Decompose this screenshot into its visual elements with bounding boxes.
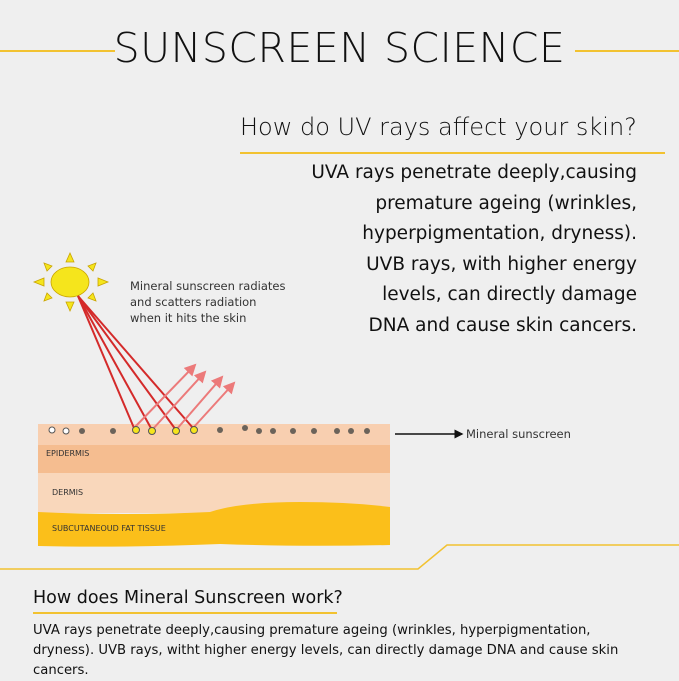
- divider-line: [0, 544, 679, 570]
- text-line: levels, can directly damage: [382, 284, 637, 305]
- title-rule-left: [0, 50, 115, 52]
- epidermis-layer: [38, 445, 390, 474]
- section2-heading: How does Mineral Sunscreen work?: [33, 588, 343, 608]
- pointer-label: Mineral sunscreen: [466, 427, 571, 441]
- surface-layer: [38, 424, 390, 446]
- section2-underline: [33, 612, 337, 614]
- text-line: UVA rays penetrate deeply,causing: [311, 162, 637, 183]
- text-line: UVA rays penetrate deeply,causing premat…: [33, 623, 591, 638]
- section1-heading: How do UV rays affect your skin?: [240, 113, 637, 141]
- skin-layers: [38, 424, 390, 547]
- caption-line: when it hits the skin: [130, 311, 246, 325]
- fat-layer: [38, 502, 390, 547]
- page-title: SUNSCREEN SCIENCE: [113, 24, 566, 72]
- text-line: premature ageing (wrinkles,: [375, 192, 637, 214]
- caption-line: and scatters radiation: [130, 295, 256, 309]
- caption-line: Mineral sunscreen radiates: [130, 279, 285, 293]
- epidermis-label: EPIDERMIS: [46, 449, 89, 458]
- text-line: UVB rays, with higher energy: [366, 253, 637, 275]
- reflected-rays: [133, 363, 236, 431]
- rays: [77, 295, 194, 431]
- section2-text: UVA rays penetrate deeply,causing premat…: [33, 621, 673, 681]
- sun-icon: [32, 252, 110, 312]
- text-line: dryness). UVB rays, witht higher energy …: [33, 643, 619, 678]
- title-rule-right: [575, 50, 679, 52]
- text-line: hyperpigmentation, dryness).: [362, 223, 637, 244]
- dermis-label: DERMIS: [52, 488, 83, 497]
- section1-text: UVA rays penetrate deeply,causing premat…: [237, 158, 637, 341]
- text-line: DNA and cause skin cancers.: [368, 314, 637, 336]
- fat-label: SUBCUTANEOUD FAT TISSUE: [52, 524, 166, 533]
- section1-underline: [240, 152, 665, 154]
- mineral-particles: [48, 425, 370, 435]
